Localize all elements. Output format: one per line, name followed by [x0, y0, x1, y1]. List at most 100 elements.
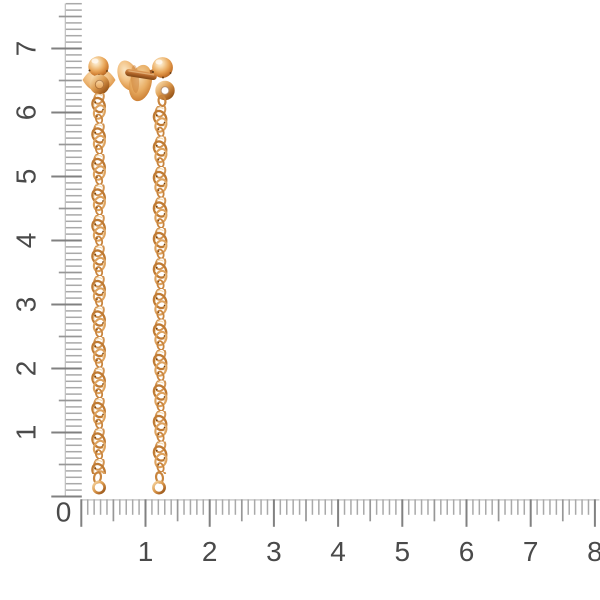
ruler-tick — [65, 2, 82, 5]
ruler-tick — [356, 499, 359, 515]
vertical-ruler-label: 6 — [11, 105, 42, 121]
ruler-tick — [561, 499, 564, 522]
ruler-tick — [382, 499, 384, 515]
ruler-tick — [318, 499, 320, 515]
ruler-tick — [65, 182, 82, 184]
ruler-tick — [65, 386, 82, 389]
post-highlight — [128, 70, 155, 76]
vertical-ruler-baseline — [64, 3, 66, 498]
ruler-tick — [51, 111, 82, 114]
ruler-tick — [65, 137, 82, 139]
ruler-tick — [65, 290, 82, 293]
ruler-tick — [375, 499, 378, 515]
ruler-tick — [549, 499, 551, 515]
ruler-tick — [593, 499, 596, 527]
ruler-tick — [215, 499, 217, 515]
ruler-tick — [65, 418, 82, 421]
ruler-tick — [395, 499, 397, 515]
ruler-tick — [407, 499, 410, 515]
chain-end-ring — [152, 480, 166, 495]
ruler-tick — [65, 41, 82, 43]
ruler-tick — [472, 499, 474, 515]
ruler-tick — [65, 310, 82, 312]
ruler-tick — [93, 499, 95, 515]
ruler-tick — [58, 335, 82, 338]
ruler-tick — [80, 499, 83, 527]
ruler-tick — [260, 499, 262, 515]
ruler-tick — [542, 499, 545, 515]
ruler-tick — [65, 316, 82, 319]
horizontal-ruler-label: 1 — [138, 536, 154, 567]
shadow-speck — [88, 69, 91, 72]
ruler-tick — [337, 499, 340, 527]
ruler-tick — [65, 297, 82, 299]
ruler-tick — [485, 499, 487, 515]
ruler-tick — [65, 60, 82, 63]
ruler-tick — [568, 499, 570, 515]
ruler-tick — [58, 399, 82, 402]
ruler-tick — [106, 499, 108, 515]
ruler-tick — [555, 499, 558, 515]
ruler-tick — [189, 499, 192, 515]
horizontal-ruler-label: 7 — [523, 536, 539, 567]
ruler-tick — [279, 499, 282, 515]
ruler-tick — [65, 162, 82, 165]
ruler-tick — [164, 499, 166, 515]
stud-ball — [152, 57, 173, 78]
ruler-tick — [51, 431, 82, 434]
ruler-tick — [504, 499, 506, 515]
ruler-tick — [51, 367, 82, 370]
ruler-tick — [65, 489, 82, 491]
ruler-tick — [253, 499, 256, 515]
horizontal-ruler-label: 2 — [202, 536, 218, 567]
ruler-tick — [65, 329, 82, 331]
ruler-tick — [65, 278, 82, 280]
ruler-tick — [536, 499, 538, 515]
stud-ball — [88, 56, 109, 77]
ruler-tick — [65, 150, 82, 152]
ruler-tick — [112, 499, 115, 522]
ruler-tick — [427, 499, 429, 515]
ball-specular-highlight — [91, 58, 99, 64]
ruler-tick — [65, 233, 82, 235]
ruler-tick — [65, 34, 82, 37]
ruler-tick — [183, 499, 185, 515]
ruler-tick — [433, 499, 436, 522]
ruler-tick — [65, 9, 82, 11]
ruler-tick — [581, 499, 583, 515]
ruler-tick — [420, 499, 423, 515]
ruler-tick — [414, 499, 416, 515]
ruler-tick — [65, 169, 82, 171]
ruler-tick — [65, 361, 82, 363]
ruler-tick — [65, 73, 82, 75]
vertical-ruler-label: 3 — [11, 297, 42, 313]
ruler-tick — [58, 143, 82, 146]
ruler-tick — [65, 220, 82, 223]
ruler-tick — [65, 194, 82, 197]
ruler-tick — [247, 499, 249, 515]
ruler-tick — [202, 499, 205, 515]
ruler-tick — [131, 499, 134, 515]
ruler-tick — [240, 499, 243, 522]
horizontal-ruler-label: 5 — [395, 536, 411, 567]
ruler-tick — [363, 499, 365, 515]
ruler-tick — [65, 66, 82, 69]
ruler-tick — [272, 499, 275, 527]
ruler-tick — [144, 499, 147, 527]
ruler-tick — [65, 156, 82, 159]
ruler-tick — [65, 28, 82, 31]
ruler-tick — [58, 207, 82, 210]
right-earring-chain — [150, 106, 171, 474]
ruler-tick — [234, 499, 237, 515]
ruler-tick — [65, 348, 82, 351]
ball-specular-highlight — [155, 59, 163, 65]
ruler-tick — [388, 499, 391, 515]
vertical-ruler-label: 7 — [11, 41, 42, 57]
ruler-tick — [65, 393, 82, 395]
ruler-tick — [65, 444, 82, 447]
ruler-tick — [330, 499, 333, 515]
ruler-origin-label: 0 — [56, 497, 72, 528]
ruler-tick — [58, 463, 82, 466]
ruler-tick — [65, 118, 82, 120]
ruler-tick — [65, 188, 82, 191]
